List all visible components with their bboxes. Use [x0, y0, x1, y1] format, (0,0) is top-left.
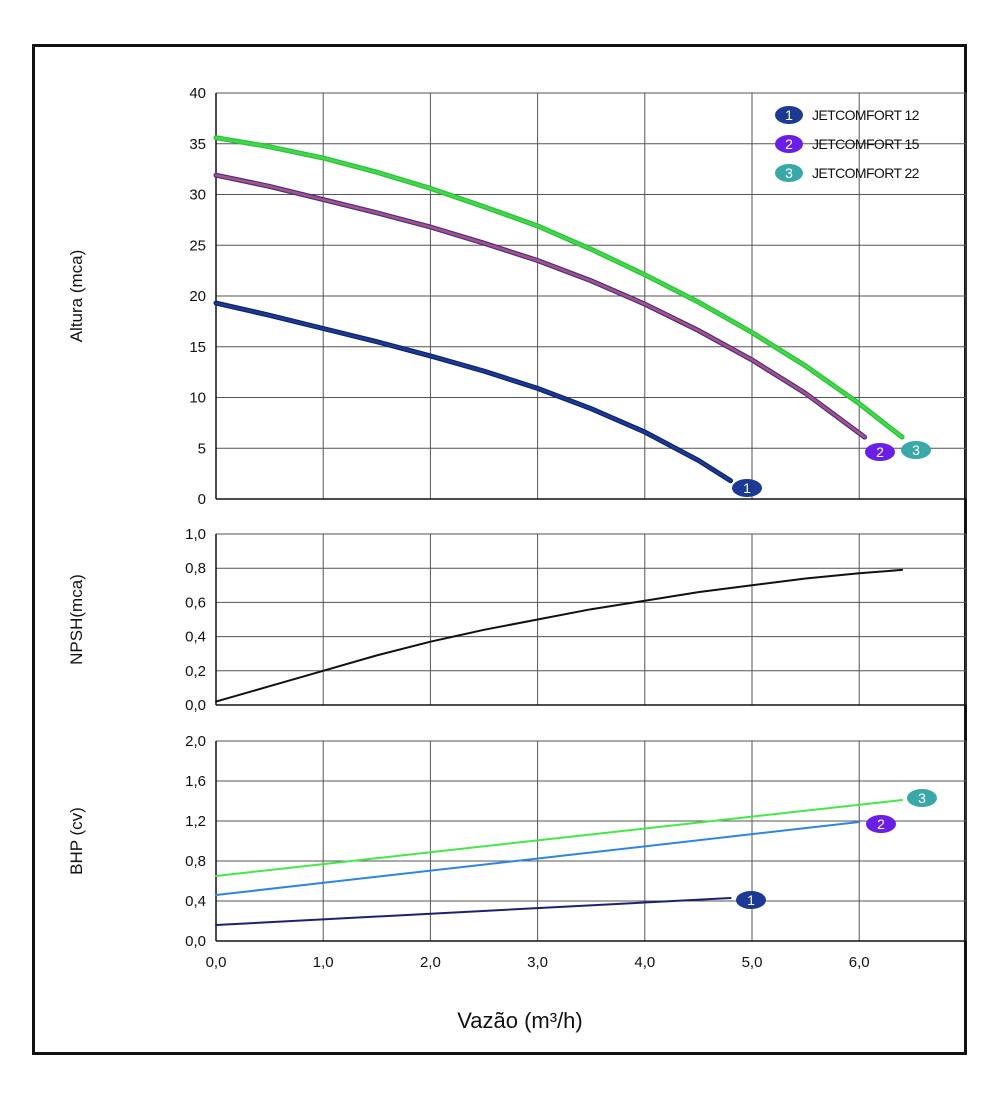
y-tick-label: 10: [189, 390, 206, 407]
y-tick-label: 0,4: [185, 893, 206, 910]
series-badge-label: 3: [912, 442, 920, 458]
panel-bhp: 0,0 0,4 0,8 1,2 1,6 2,0 BHP (cv) 1 2 3 0,0 1,0 2,0 3,…: [67, 733, 967, 1033]
series-line-shadow: [213, 300, 734, 484]
series-badge-label: 2: [877, 816, 885, 832]
y-tick-label: 1,0: [185, 526, 206, 543]
series-badge: 1: [736, 891, 766, 909]
y-tick-label: 1,6: [185, 773, 206, 790]
x-tick-label: 0,0: [206, 954, 227, 971]
series-badge-label: 3: [918, 790, 926, 806]
y-tick-label: 0,8: [185, 853, 206, 870]
series-badge-label: 1: [743, 480, 751, 496]
legend-badge: [775, 164, 803, 182]
series-line: [215, 568, 904, 703]
series-line: [214, 136, 904, 439]
panel-npsh: 0,0 0,2 0,4 0,6 0,8 1,0 NPSH(mca): [67, 526, 967, 714]
series-badge-shape: [866, 815, 896, 833]
legend-badge: [775, 106, 803, 124]
y-tick-label: 0,0: [185, 697, 206, 714]
y-tick-label: 0: [198, 491, 206, 508]
series-badge: 1: [732, 479, 762, 497]
x-tick-label: 3,0: [527, 954, 548, 971]
series-badge: 3: [901, 441, 931, 459]
legend-entry: JETCOMFORT 15: [812, 136, 920, 152]
legend-badge: [775, 135, 803, 153]
series-line: [215, 799, 904, 877]
x-tick-label: 4,0: [634, 954, 655, 971]
legend: 1 JETCOMFORT 12 2 JETCOMFORT 15 3 JETCOMFORT …: [775, 106, 920, 182]
legend-entry: JETCOMFORT 22: [812, 165, 920, 181]
y-axis-title: BHP (cv): [67, 807, 86, 875]
y-tick-label: 0,8: [185, 560, 206, 577]
legend-badge-label: 2: [785, 136, 793, 152]
y-tick-label: 0,0: [185, 933, 206, 950]
x-tick-label: 6,0: [849, 954, 870, 971]
x-tick-label: 2,0: [420, 954, 441, 971]
series-badge-label: 2: [876, 444, 884, 460]
y-tick-label: 30: [189, 187, 206, 204]
y-tick-label: 0,2: [185, 663, 206, 680]
series-line-highlight: [215, 174, 865, 438]
y-tick-label: 1,2: [185, 813, 206, 830]
series-line: [215, 821, 861, 896]
series-badge: 2: [865, 443, 895, 461]
y-tick-label: 35: [189, 136, 206, 153]
y-tick-label: 0,4: [185, 629, 206, 646]
series-badge-label: 1: [747, 892, 755, 908]
y-tick-label: 20: [189, 288, 206, 305]
series-badge: 2: [866, 815, 896, 833]
series-line: [215, 897, 732, 926]
x-tick-label: 1,0: [313, 954, 334, 971]
y-tick-label: 15: [189, 339, 206, 356]
x-axis-title: Vazão (m³/h): [457, 1008, 583, 1033]
y-tick-label: 2,0: [185, 733, 206, 750]
series-badge-shape: [865, 443, 895, 461]
series-line: [214, 301, 732, 483]
x-tick-label: 5,0: [742, 954, 763, 971]
series-badge-shape: [907, 789, 937, 807]
series-badge-shape: [732, 479, 762, 497]
series-badge-shape: [736, 891, 766, 909]
series-badge: 3: [907, 789, 937, 807]
y-tick-label: 25: [189, 237, 206, 254]
series-badge-shape: [901, 441, 931, 459]
legend-badge-label: 1: [785, 107, 793, 123]
y-tick-label: 40: [189, 85, 206, 102]
panel-head: 0 5 10 15 20 25 30 35 40 Altura (mca) 1 2 3 1 JETCOMFO…: [67, 85, 967, 508]
y-tick-label: 0,6: [185, 594, 206, 611]
y-tick-label: 5: [198, 440, 206, 457]
legend-badge-label: 3: [785, 165, 793, 181]
legend-entry: JETCOMFORT 12: [812, 107, 920, 123]
y-axis-title: Altura (mca): [67, 250, 86, 343]
y-axis-title: NPSH(mca): [67, 574, 86, 665]
